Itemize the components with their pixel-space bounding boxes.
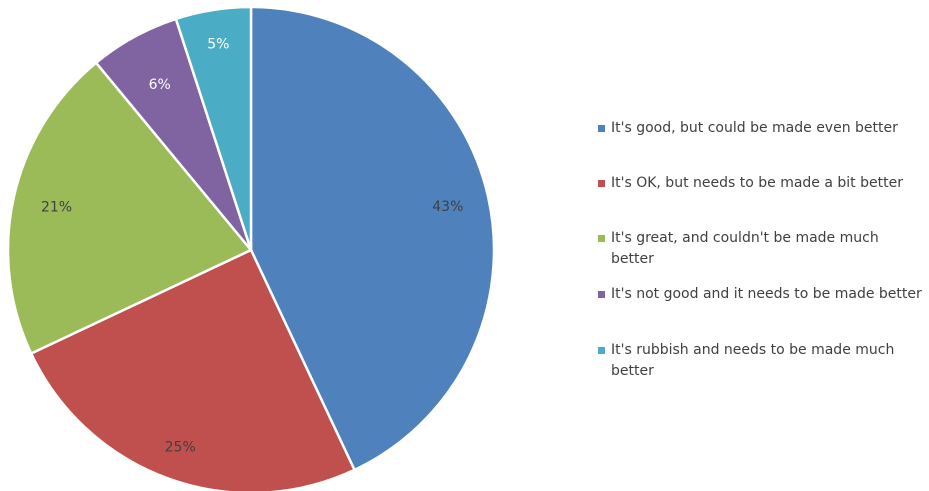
data-label-5: 5% bbox=[207, 37, 229, 53]
legend-item-4: It's not good and it needs to be made be… bbox=[598, 284, 923, 305]
legend-item-1: It's good, but could be made even better bbox=[598, 118, 923, 139]
legend-item-2: It's OK, but needs to be made a bit bett… bbox=[598, 173, 923, 194]
legend-swatch-4 bbox=[598, 291, 605, 298]
legend-swatch-3 bbox=[598, 235, 605, 242]
legend-label-3: It's great, and couldn't be made much be… bbox=[611, 230, 879, 267]
legend-swatch-1 bbox=[598, 125, 605, 132]
data-label-1: 43% bbox=[432, 199, 463, 215]
legend-item-5: It's rubbish and needs to be made much b… bbox=[598, 340, 923, 382]
pie-slices bbox=[6, 5, 496, 491]
legend-label-5: It's rubbish and needs to be made much b… bbox=[611, 342, 895, 379]
data-label-2: 25% bbox=[165, 440, 196, 456]
data-label-4: 6% bbox=[149, 77, 171, 93]
legend-item-3: It's great, and couldn't be made much be… bbox=[598, 228, 923, 270]
pie-data-labels: 43% 25% 21% 6% 5% bbox=[41, 37, 463, 456]
pie-slice-5 bbox=[174, 5, 253, 251]
legend-label-1: It's good, but could be made even better bbox=[611, 120, 898, 136]
legend-label-2: It's OK, but needs to be made a bit bett… bbox=[611, 175, 903, 191]
pie-slice-3 bbox=[6, 61, 253, 356]
legend-swatch-5 bbox=[598, 347, 605, 354]
data-label-3: 21% bbox=[41, 200, 72, 216]
pie-slice-2 bbox=[29, 248, 357, 491]
legend-label-4: It's not good and it needs to be made be… bbox=[611, 286, 922, 302]
legend-swatch-2 bbox=[598, 180, 605, 187]
pie-slice-1 bbox=[249, 5, 496, 472]
